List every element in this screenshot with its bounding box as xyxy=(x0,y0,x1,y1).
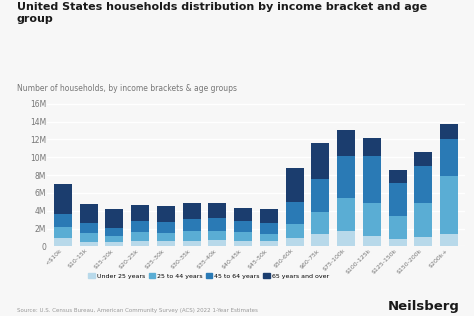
Text: Number of households, by income brackets & age groups: Number of households, by income brackets… xyxy=(17,84,237,93)
Bar xyxy=(131,241,149,246)
Bar xyxy=(389,239,407,246)
Bar xyxy=(337,130,355,156)
Bar xyxy=(234,221,252,233)
Bar xyxy=(182,203,201,219)
Bar xyxy=(440,176,458,234)
Bar xyxy=(260,241,278,246)
Legend: Under 25 years, 25 to 44 years, 45 to 64 years, 65 years and over: Under 25 years, 25 to 44 years, 45 to 64… xyxy=(86,271,331,281)
Bar xyxy=(234,233,252,241)
Bar xyxy=(363,156,381,203)
Bar xyxy=(389,216,407,239)
Bar xyxy=(80,233,98,241)
Bar xyxy=(234,241,252,246)
Bar xyxy=(209,240,227,246)
Bar xyxy=(80,204,98,223)
Bar xyxy=(131,221,149,232)
Bar xyxy=(105,242,123,246)
Text: Neilsberg: Neilsberg xyxy=(388,300,460,313)
Bar xyxy=(157,206,175,222)
Bar xyxy=(311,234,329,246)
Bar xyxy=(363,203,381,236)
Bar xyxy=(209,203,227,218)
Bar xyxy=(54,239,72,246)
Bar xyxy=(209,218,227,231)
Text: United States households distribution by income bracket and age
group: United States households distribution by… xyxy=(17,2,427,24)
Bar xyxy=(105,209,123,228)
Bar xyxy=(440,124,458,138)
Bar xyxy=(414,166,432,203)
Bar xyxy=(363,138,381,156)
Bar xyxy=(285,202,303,224)
Bar xyxy=(260,209,278,223)
Bar xyxy=(414,237,432,246)
Bar xyxy=(285,167,303,202)
Bar xyxy=(440,138,458,176)
Bar xyxy=(105,236,123,242)
Bar xyxy=(157,222,175,233)
Bar xyxy=(389,183,407,216)
Bar xyxy=(157,241,175,246)
Bar xyxy=(54,214,72,227)
Bar xyxy=(80,241,98,246)
Bar xyxy=(414,152,432,166)
Bar xyxy=(182,219,201,231)
Bar xyxy=(285,238,303,246)
Bar xyxy=(311,212,329,234)
Bar xyxy=(260,234,278,241)
Bar xyxy=(285,224,303,238)
Bar xyxy=(414,203,432,237)
Bar xyxy=(80,223,98,233)
Bar xyxy=(131,205,149,221)
Bar xyxy=(260,223,278,234)
Bar xyxy=(337,156,355,198)
Bar xyxy=(311,179,329,212)
Bar xyxy=(337,198,355,231)
Bar xyxy=(182,231,201,241)
Bar xyxy=(54,184,72,214)
Bar xyxy=(209,231,227,240)
Bar xyxy=(234,208,252,221)
Bar xyxy=(363,236,381,246)
Bar xyxy=(131,232,149,241)
Bar xyxy=(440,234,458,246)
Text: Source: U.S. Census Bureau, American Community Survey (ACS) 2022 1-Year Estimate: Source: U.S. Census Bureau, American Com… xyxy=(17,308,257,313)
Bar xyxy=(311,143,329,179)
Bar xyxy=(389,170,407,183)
Bar xyxy=(337,231,355,246)
Bar xyxy=(157,233,175,241)
Bar xyxy=(105,228,123,236)
Bar xyxy=(54,227,72,239)
Bar xyxy=(182,241,201,246)
